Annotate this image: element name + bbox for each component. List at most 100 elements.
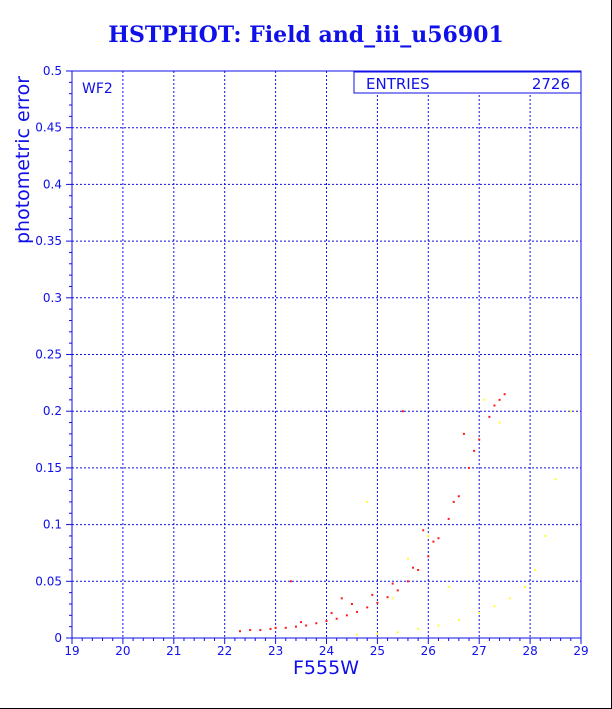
data-point-main xyxy=(289,580,292,583)
data-point-main xyxy=(427,555,430,558)
x-tick-label: 27 xyxy=(472,644,487,658)
y-tick-label: 0.05 xyxy=(35,574,62,588)
data-point-main xyxy=(335,617,338,620)
y-tick-label: 0.4 xyxy=(43,177,62,191)
x-tick-label: 25 xyxy=(370,644,385,658)
data-point-faint xyxy=(376,632,379,635)
data-point-main xyxy=(412,566,415,569)
x-tick-label: 29 xyxy=(573,644,588,658)
data-point-faint xyxy=(457,618,460,621)
plot-frame xyxy=(71,70,582,639)
data-point-main xyxy=(432,540,435,543)
stats-box-frame xyxy=(353,71,582,94)
x-tick-label: 23 xyxy=(268,644,283,658)
data-point-main xyxy=(417,568,420,571)
grid-lines xyxy=(72,71,581,638)
data-point-faint xyxy=(366,500,369,503)
data-point-main xyxy=(294,625,297,628)
x-tick-label: 22 xyxy=(217,644,232,658)
x-tick-label: 19 xyxy=(64,644,79,658)
data-point-main xyxy=(274,626,277,629)
data-point-main xyxy=(325,619,328,622)
axes: 19 20 21 22 23 24 25 26 27 28 29 0 0.05 0.1 0.15 0.2 0.2… xyxy=(35,64,588,658)
data-point-main xyxy=(447,517,450,520)
data-points xyxy=(238,393,572,636)
data-point-main xyxy=(401,410,404,413)
x-tick-label: 28 xyxy=(522,644,537,658)
data-point-main xyxy=(422,529,425,532)
data-point-main xyxy=(468,466,471,469)
y-tick-label: 0.25 xyxy=(35,348,62,362)
data-point-faint xyxy=(544,534,547,537)
data-point-main xyxy=(340,597,343,600)
y-tick-label: 0.2 xyxy=(43,404,62,418)
data-point-faint xyxy=(508,597,511,600)
data-point-main xyxy=(284,626,287,629)
data-point-main xyxy=(315,622,318,625)
y-tick-label: 0.45 xyxy=(35,121,62,135)
data-point-faint xyxy=(483,398,486,401)
y-tick-label: 0 xyxy=(54,631,62,645)
data-point-main xyxy=(345,614,348,617)
x-tick-label: 20 xyxy=(115,644,130,658)
data-point-main xyxy=(386,596,389,599)
data-point-main xyxy=(493,404,496,407)
stats-box: ENTRIES 2726 xyxy=(353,71,582,94)
x-tick-label: 24 xyxy=(319,644,334,658)
y-axis-label: photometric error xyxy=(12,76,34,244)
data-point-main xyxy=(391,582,394,585)
stats-entries-value: 2726 xyxy=(532,75,570,93)
data-point-main xyxy=(503,393,506,396)
data-point-faint xyxy=(554,478,557,481)
data-point-faint xyxy=(493,605,496,608)
data-point-main xyxy=(488,415,491,418)
data-point-main xyxy=(478,438,481,441)
data-point-main xyxy=(350,602,353,605)
data-point-faint xyxy=(396,631,399,634)
data-point-main xyxy=(376,601,379,604)
y-tick-label: 0.5 xyxy=(43,64,62,78)
data-point-main xyxy=(305,624,308,627)
data-point-main xyxy=(259,629,262,632)
data-point-faint xyxy=(406,557,409,560)
y-tick-label: 0.35 xyxy=(35,234,62,248)
data-point-faint xyxy=(524,585,527,588)
data-point-faint xyxy=(356,633,359,636)
data-point-main xyxy=(300,621,303,624)
x-tick-label: 26 xyxy=(421,644,436,658)
data-point-main xyxy=(498,398,501,401)
data-point-faint xyxy=(534,568,537,571)
data-point-faint xyxy=(417,627,420,630)
data-point-faint xyxy=(569,410,572,413)
data-point-faint xyxy=(427,534,430,537)
data-point-main xyxy=(371,593,374,596)
y-tick-label: 0.15 xyxy=(35,461,62,475)
y-tick-label: 0.1 xyxy=(43,518,62,532)
x-axis-label: F555W xyxy=(293,657,359,679)
y-tick-label: 0.3 xyxy=(43,291,62,305)
data-point-faint xyxy=(391,597,394,600)
data-point-main xyxy=(452,500,455,503)
data-point-main xyxy=(457,495,460,498)
data-point-main xyxy=(406,580,409,583)
data-point-main xyxy=(269,627,272,630)
data-point-main xyxy=(462,432,465,435)
data-point-main xyxy=(249,629,252,632)
data-point-faint xyxy=(437,624,440,627)
data-point-main xyxy=(473,449,476,452)
data-point-faint xyxy=(447,585,450,588)
data-point-main xyxy=(396,589,399,592)
data-point-main xyxy=(330,612,333,615)
chart-title: HSTPHOT: Field and_iii_u56901 xyxy=(108,22,504,48)
data-point-faint xyxy=(478,612,481,615)
data-point-main xyxy=(356,610,359,613)
panel-label: WF2 xyxy=(82,81,113,97)
data-point-main xyxy=(238,630,241,633)
data-point-main xyxy=(437,537,440,540)
data-point-main xyxy=(366,606,369,609)
stats-entries-label: ENTRIES xyxy=(366,75,430,93)
data-point-faint xyxy=(498,421,501,424)
x-tick-label: 21 xyxy=(166,644,181,658)
